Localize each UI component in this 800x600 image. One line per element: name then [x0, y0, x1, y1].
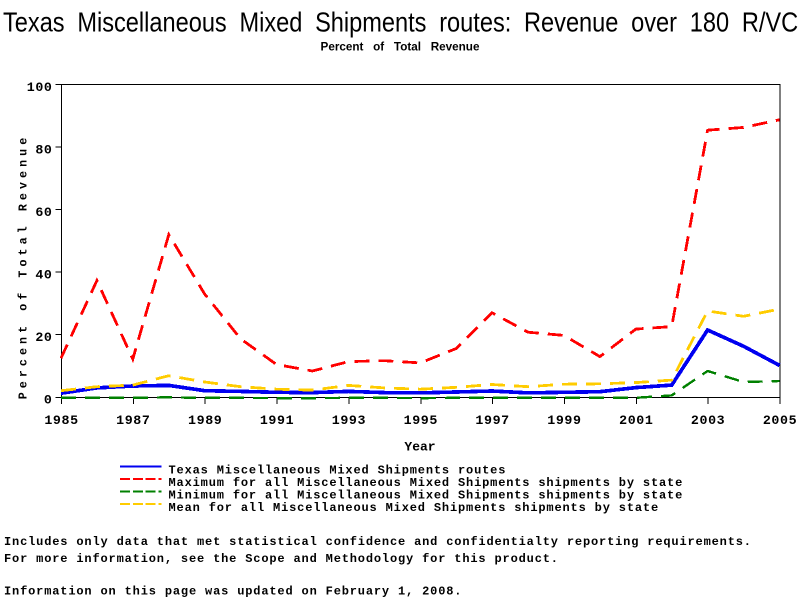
svg-text:Percent of Total Revenue: Percent of Total Revenue	[321, 40, 480, 53]
svg-text:1995: 1995	[404, 413, 438, 428]
svg-text:1987: 1987	[116, 413, 150, 428]
svg-text:1999: 1999	[547, 413, 581, 428]
svg-text:Minimum for all Miscellaneous: Minimum for all Miscellaneous Mixed Ship…	[169, 488, 684, 502]
svg-text:1991: 1991	[260, 413, 294, 428]
svg-text:80: 80	[35, 143, 52, 158]
svg-text:Texas Miscellaneous Mixed Ship: Texas Miscellaneous Mixed Shipments rout…	[169, 463, 507, 477]
svg-text:Texas Miscellaneous Mixed Ship: Texas Miscellaneous Mixed Shipments rout…	[3, 8, 798, 38]
svg-text:Includes only data that met st: Includes only data that met statistical …	[4, 535, 752, 549]
svg-text:Information on this page was u: Information on this page was updated on …	[4, 585, 462, 599]
svg-text:1985: 1985	[44, 413, 78, 428]
svg-text:1989: 1989	[188, 413, 222, 428]
svg-text:40: 40	[35, 268, 52, 283]
svg-text:0: 0	[44, 393, 53, 408]
svg-text:100: 100	[27, 80, 53, 95]
svg-text:2005: 2005	[763, 413, 797, 428]
svg-text:Mean for all Miscellaneous Mix: Mean for all Miscellaneous Mixed Shipmen…	[169, 501, 660, 515]
svg-text:1997: 1997	[475, 413, 509, 428]
svg-text:Year: Year	[404, 440, 435, 455]
svg-text:2003: 2003	[691, 413, 725, 428]
svg-text:60: 60	[35, 205, 52, 220]
svg-text:2001: 2001	[619, 413, 653, 428]
svg-text:Percent of Total Revenue: Percent of Total Revenue	[17, 134, 31, 400]
svg-text:Maximum for all Miscellaneous: Maximum for all Miscellaneous Mixed Ship…	[169, 476, 684, 490]
svg-text:1993: 1993	[332, 413, 366, 428]
svg-text:For more information, see the: For more information, see the Scope and …	[4, 552, 559, 566]
svg-text:20: 20	[35, 330, 52, 345]
